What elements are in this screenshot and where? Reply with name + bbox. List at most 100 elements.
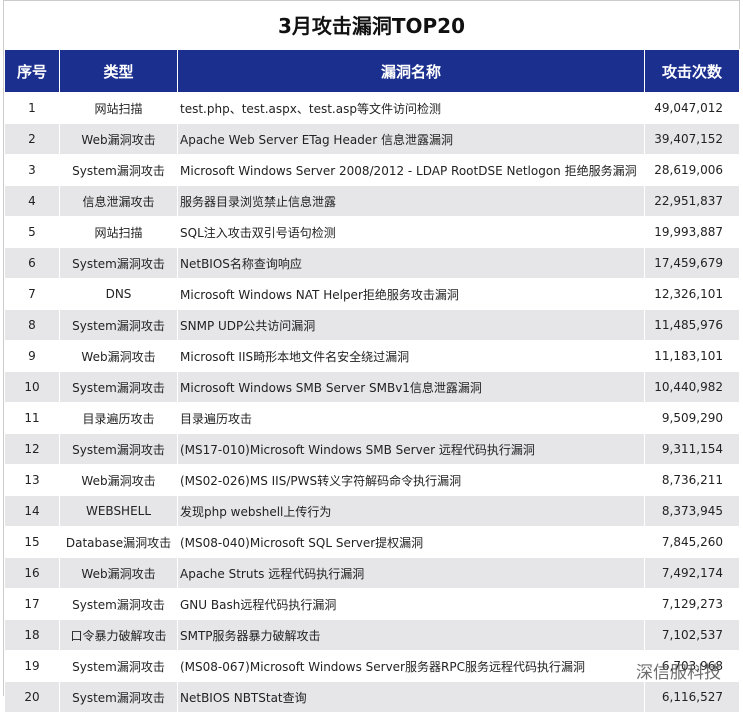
table-cell: (MS08-040)Microsoft SQL Server提权漏洞 bbox=[177, 526, 645, 558]
table-cell: 7 bbox=[4, 278, 60, 310]
table-cell: 8 bbox=[4, 309, 60, 341]
table-cell: 17,459,679 bbox=[644, 247, 740, 279]
table-cell: 信息泄漏攻击 bbox=[59, 185, 178, 217]
table-cell: 目录遍历攻击 bbox=[59, 402, 178, 434]
table-cell: System漏洞攻击 bbox=[59, 247, 178, 279]
table-cell: 19 bbox=[4, 650, 60, 682]
table-row: 20 System漏洞攻击 NetBIOS NBTStat查询 6,116,527 bbox=[4, 681, 740, 713]
table-row: 17 System漏洞攻击 GNU Bash远程代码执行漏洞 7,129,273 bbox=[4, 588, 740, 620]
table-cell: Microsoft Windows Server 2008/2012 - LDA… bbox=[177, 154, 645, 186]
title: 3月攻击漏洞TOP20 bbox=[277, 14, 466, 38]
table-cell: 19,993,887 bbox=[644, 216, 740, 248]
table-row: 4 信息泄漏攻击 服务器目录浏览禁止信息泄露 22,951,837 bbox=[4, 185, 740, 217]
header-row: 序号 类型 漏洞名称 攻击次数 bbox=[4, 49, 740, 93]
column-header: 漏洞名称 bbox=[177, 49, 645, 93]
table-cell: 39,407,152 bbox=[644, 123, 740, 155]
table-cell: 8,736,211 bbox=[644, 464, 740, 496]
table-cell: SMTP服务器暴力破解攻击 bbox=[177, 619, 645, 651]
table-cell: Microsoft IIS畸形本地文件名安全绕过漏洞 bbox=[177, 340, 645, 372]
table-cell: 15 bbox=[4, 526, 60, 558]
table: 序号 类型 漏洞名称 攻击次数 1 网站扫描 test.php、test.aspx、tes… bbox=[4, 49, 740, 713]
table-row: 19 System漏洞攻击 (MS08-067)Microsoft Windows … bbox=[4, 650, 740, 682]
table-cell: System漏洞攻击 bbox=[59, 681, 178, 713]
table-row: 8 System漏洞攻击 SNMP UDP公共访问漏洞 11,485,976 bbox=[4, 309, 740, 341]
table-row: 2 Web漏洞攻击 Apache Web Server ETag Header 信息… bbox=[4, 123, 740, 155]
table-cell: Database漏洞攻击 bbox=[59, 526, 178, 558]
table-cell: 9,509,290 bbox=[644, 402, 740, 434]
column-header: 攻击次数 bbox=[644, 49, 740, 93]
table-cell: Apache Struts 远程代码执行漏洞 bbox=[177, 557, 645, 589]
table-cell: 目录遍历攻击 bbox=[177, 402, 645, 434]
table-row: 9 Web漏洞攻击 Microsoft IIS畸形本地文件名安全绕过漏洞 11,183… bbox=[4, 340, 740, 372]
table-cell: Web漏洞攻击 bbox=[59, 340, 178, 372]
table-cell: 6,116,527 bbox=[644, 681, 740, 713]
table-row: 15 Database漏洞攻击 (MS08-040)Microsoft SQL Se… bbox=[4, 526, 740, 558]
table-cell: 2 bbox=[4, 123, 60, 155]
table-cell: 9,311,154 bbox=[644, 433, 740, 465]
table-cell: System漏洞攻击 bbox=[59, 371, 178, 403]
table-row: 5 网站扫描 SQL注入攻击双引号语句检测 19,993,887 bbox=[4, 216, 740, 248]
table-cell: System漏洞攻击 bbox=[59, 309, 178, 341]
table-row: 10 System漏洞攻击 Microsoft Windows SMB Server… bbox=[4, 371, 740, 403]
table-row: 7 DNS Microsoft Windows NAT Helper拒绝服务攻击漏洞… bbox=[4, 278, 740, 310]
column-header: 类型 bbox=[59, 49, 178, 93]
table-cell: NetBIOS名称查询响应 bbox=[177, 247, 645, 279]
table-cell: 口令暴力破解攻击 bbox=[59, 619, 178, 651]
table-cell: 20 bbox=[4, 681, 60, 713]
table-cell: DNS bbox=[59, 278, 178, 310]
table-row: 1 网站扫描 test.php、test.aspx、test.asp等文件访问检测 4… bbox=[4, 92, 740, 124]
table-cell: 7,102,537 bbox=[644, 619, 740, 651]
table-row: 14 WEBSHELL 发现php webshell上传行为 8,373,945 bbox=[4, 495, 740, 527]
table-cell: Web漏洞攻击 bbox=[59, 464, 178, 496]
table-cell: 6 bbox=[4, 247, 60, 279]
watermark: 深信服科技 bbox=[636, 663, 721, 683]
table-cell: (MS17-010)Microsoft Windows SMB Server 远… bbox=[177, 433, 645, 465]
table-cell: NetBIOS NBTStat查询 bbox=[177, 681, 645, 713]
table-cell: 7,492,174 bbox=[644, 557, 740, 589]
table-row: 11 目录遍历攻击 目录遍历攻击 9,509,290 bbox=[4, 402, 740, 434]
table-cell: 1 bbox=[4, 92, 60, 124]
table-cell: Web漏洞攻击 bbox=[59, 123, 178, 155]
table-cell: 7,845,260 bbox=[644, 526, 740, 558]
table-row: 16 Web漏洞攻击 Apache Struts 远程代码执行漏洞 7,492,174 bbox=[4, 557, 740, 589]
table-cell: 4 bbox=[4, 185, 60, 217]
table-cell: 13 bbox=[4, 464, 60, 496]
table-cell: System漏洞攻击 bbox=[59, 154, 178, 186]
table-cell: GNU Bash远程代码执行漏洞 bbox=[177, 588, 645, 620]
table-cell: 12,326,101 bbox=[644, 278, 740, 310]
table-row: 18 口令暴力破解攻击 SMTP服务器暴力破解攻击 7,102,537 bbox=[4, 619, 740, 651]
table-cell: 5 bbox=[4, 216, 60, 248]
table-cell: 12 bbox=[4, 433, 60, 465]
table-cell: 7,129,273 bbox=[644, 588, 740, 620]
table-cell: 16 bbox=[4, 557, 60, 589]
column-header: 序号 bbox=[4, 49, 60, 93]
table-cell: (MS08-067)Microsoft Windows Server服务器RPC… bbox=[177, 650, 645, 682]
table-cell: 22,951,837 bbox=[644, 185, 740, 217]
table-cell: System漏洞攻击 bbox=[59, 433, 178, 465]
table-cell: 9 bbox=[4, 340, 60, 372]
table-cell: 6,703,968 bbox=[644, 650, 740, 682]
table-cell: 17 bbox=[4, 588, 60, 620]
table-cell: Apache Web Server ETag Header 信息泄露漏洞 bbox=[177, 123, 645, 155]
table-cell: 3 bbox=[4, 154, 60, 186]
table-cell: Microsoft Windows SMB Server SMBv1信息泄露漏洞 bbox=[177, 371, 645, 403]
table-cell: 18 bbox=[4, 619, 60, 651]
table-cell: 发现php webshell上传行为 bbox=[177, 495, 645, 527]
table-cell: Microsoft Windows NAT Helper拒绝服务攻击漏洞 bbox=[177, 278, 645, 310]
table-cell: System漏洞攻击 bbox=[59, 650, 178, 682]
table-cell: 网站扫描 bbox=[59, 216, 178, 248]
table-cell: 网站扫描 bbox=[59, 92, 178, 124]
table-cell: 10,440,982 bbox=[644, 371, 740, 403]
table-cell: Web漏洞攻击 bbox=[59, 557, 178, 589]
table-cell: SNMP UDP公共访问漏洞 bbox=[177, 309, 645, 341]
table-row: 3 System漏洞攻击 Microsoft Windows Server 2008… bbox=[4, 154, 740, 186]
table-cell: 10 bbox=[4, 371, 60, 403]
table-cell: 14 bbox=[4, 495, 60, 527]
table-body: 1 网站扫描 test.php、test.aspx、test.asp等文件访问检测 4… bbox=[4, 92, 740, 713]
table-cell: 8,373,945 bbox=[644, 495, 740, 527]
table-row: 13 Web漏洞攻击 (MS02-026)MS IIS/PWS转义字符解码命令执行漏… bbox=[4, 464, 740, 496]
table-cell: 11 bbox=[4, 402, 60, 434]
table-row: 12 System漏洞攻击 (MS17-010)Microsoft Windows … bbox=[4, 433, 740, 465]
table-cell: 11,183,101 bbox=[644, 340, 740, 372]
